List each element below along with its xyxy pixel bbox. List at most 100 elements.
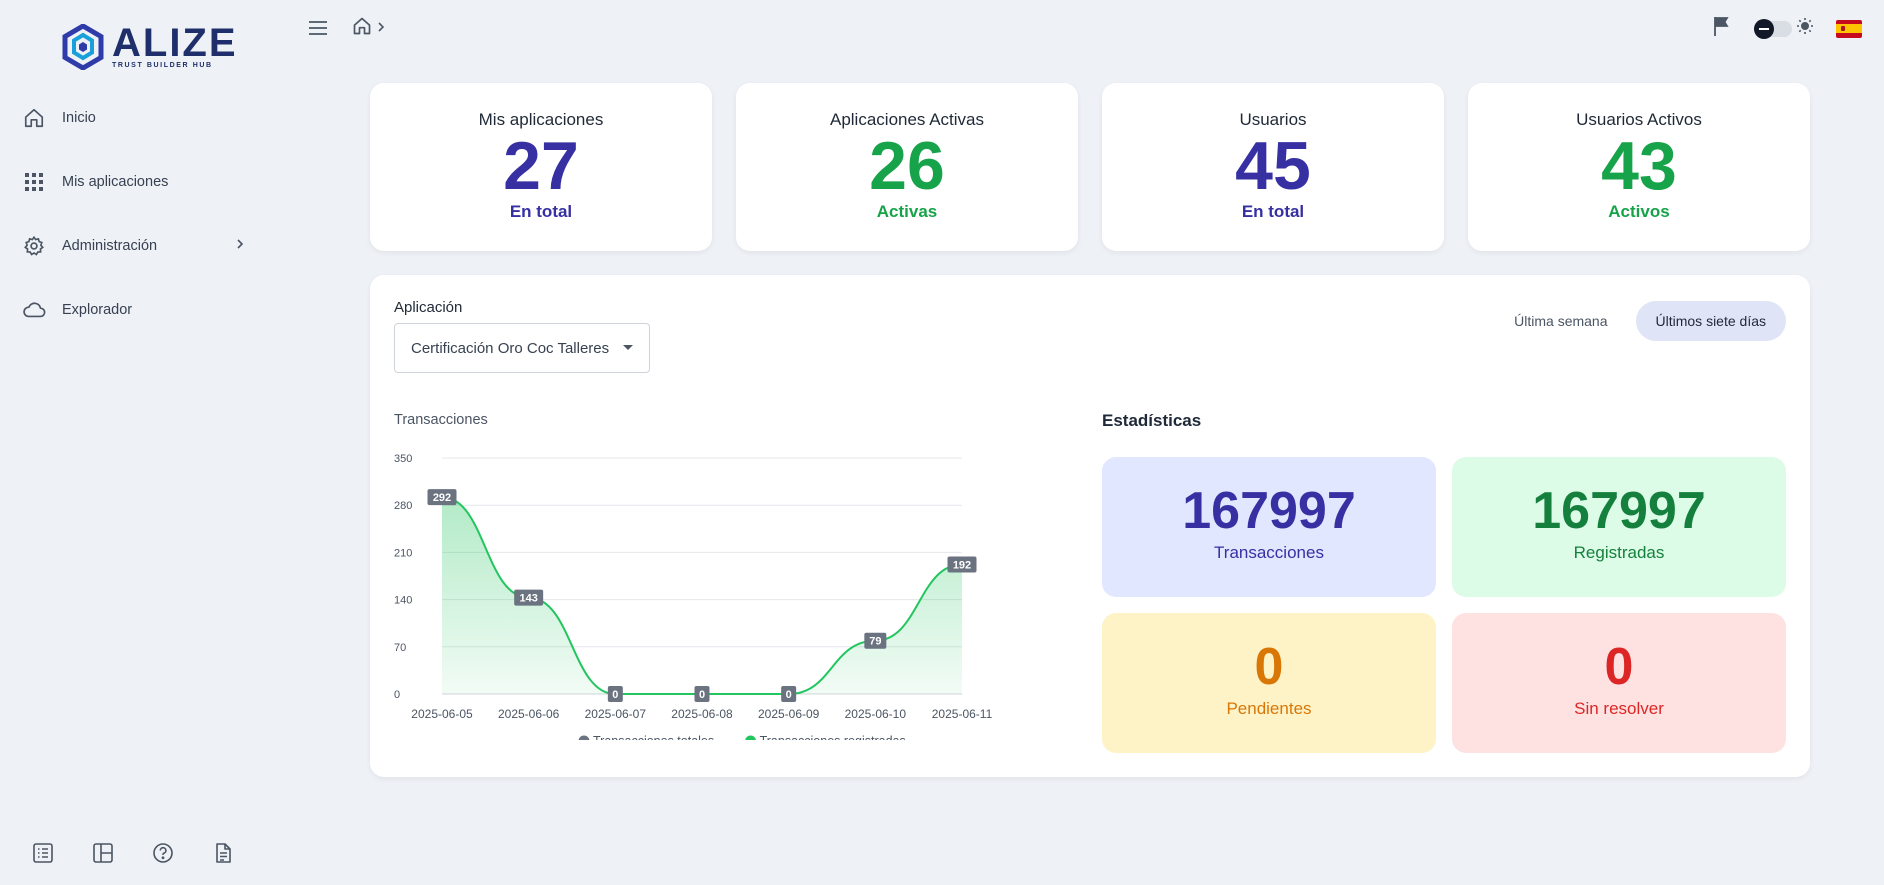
language-flag-es-icon[interactable] <box>1836 19 1862 38</box>
data-label: 0 <box>786 689 792 701</box>
theme-toggle[interactable] <box>1754 17 1814 40</box>
sidebar-item-label: Mis aplicaciones <box>62 174 169 190</box>
document-icon[interactable] <box>212 842 236 866</box>
stat-label: Sin resolver <box>1574 699 1664 718</box>
kpi-card-aplicaciones-activas: Aplicaciones Activas 26 Activas <box>736 83 1078 251</box>
legend-marker <box>578 735 590 740</box>
period-last-week-button[interactable]: Última semana <box>1514 313 1608 329</box>
list-icon[interactable] <box>32 842 56 866</box>
kpi-subtitle: En total <box>509 202 573 221</box>
kpi-cards: Mis aplicaciones 27 En total Aplicacione… <box>370 83 1810 251</box>
data-label: 192 <box>953 560 971 572</box>
period-last-seven-days-button[interactable]: Últimos siete días <box>1635 301 1786 341</box>
kpi-card-mis-aplicaciones: Mis aplicaciones 27 En total <box>370 83 712 251</box>
x-tick-label: 2025-06-08 <box>671 707 733 721</box>
data-label: 292 <box>433 492 451 504</box>
data-label: 0 <box>699 689 705 701</box>
gear-icon <box>22 234 46 258</box>
breadcrumb <box>352 16 386 41</box>
data-label-bg <box>947 556 977 573</box>
help-icon[interactable] <box>152 842 176 866</box>
dark-mode-icon <box>1754 18 1774 39</box>
stats-title: Estadísticas <box>1102 411 1202 430</box>
layout-icon[interactable] <box>92 842 116 866</box>
stat-value: 167997 <box>1532 482 1706 540</box>
logo-tagline: TRUST BUILDER HUB <box>112 62 213 69</box>
series-area-registradas <box>442 497 962 694</box>
kpi-title: Usuarios <box>1239 110 1307 129</box>
kpi-title: Aplicaciones Activas <box>829 110 985 129</box>
logo-hexagon-icon <box>62 24 104 70</box>
y-tick-label: 210 <box>394 547 412 559</box>
x-tick-label: 2025-06-06 <box>498 707 560 721</box>
stat-label: Pendientes <box>1226 699 1312 718</box>
stat-card-pendientes: 0 Pendientes <box>1102 613 1436 753</box>
chart-title: Transacciones <box>394 412 488 428</box>
data-label-bg <box>864 632 887 649</box>
legend-label: Transacciones registradas <box>760 734 906 740</box>
sidebar-footer <box>32 842 236 866</box>
stat-label: Transacciones <box>1214 543 1324 562</box>
sidebar-item-administracion[interactable]: Administración <box>22 231 246 261</box>
home-icon <box>22 106 46 130</box>
data-label-bg <box>607 686 623 702</box>
x-tick-label: 2025-06-11 <box>932 707 993 721</box>
kpi-card-usuarios: Usuarios 45 En total <box>1102 83 1444 251</box>
stat-card-registradas: 167997 Registradas <box>1452 457 1786 597</box>
data-label-bg <box>694 686 710 702</box>
x-tick-label: 2025-06-09 <box>758 707 820 721</box>
legend-label: Transacciones totales <box>593 734 714 740</box>
application-select[interactable]: Certificación Oro Coc Talleres <box>394 323 650 373</box>
kpi-title: Mis aplicaciones <box>478 110 604 129</box>
kpi-value: 43 <box>1601 128 1677 204</box>
data-label-bg <box>427 489 457 506</box>
y-tick-label: 70 <box>394 642 406 654</box>
data-label: 79 <box>869 636 881 648</box>
y-tick-label: 280 <box>394 500 412 512</box>
kpi-subtitle: En total <box>1241 202 1305 221</box>
menu-icon[interactable] <box>306 16 330 40</box>
data-label: 143 <box>519 593 537 605</box>
sidebar-item-label: Inicio <box>62 110 96 126</box>
transactions-panel: Aplicación Certificación Oro Coc Tallere… <box>370 275 1810 777</box>
stat-value: 0 <box>1604 638 1634 696</box>
data-label: 0 <box>612 689 618 701</box>
sidebar-item-label: Explorador <box>62 302 133 318</box>
legend-marker <box>745 735 757 740</box>
sidebar-item-inicio[interactable]: Inicio <box>22 103 246 133</box>
kpi-title: Usuarios Activos <box>1576 110 1702 129</box>
chevron-right-icon <box>376 20 386 38</box>
data-label-bg <box>514 589 544 606</box>
top-actions <box>1712 15 1862 42</box>
sidebar-item-mis-aplicaciones[interactable]: Mis aplicaciones <box>22 167 246 197</box>
kpi-card-usuarios-activos: Usuarios Activos 43 Activos <box>1468 83 1810 251</box>
stats-grid: 167997 Transacciones 167997 Registradas … <box>1102 457 1786 753</box>
cloud-icon <box>22 298 46 322</box>
kpi-subtitle: Activos <box>1608 202 1670 221</box>
x-tick-label: 2025-06-05 <box>411 707 473 721</box>
transactions-chart: 0 70 140 210 280 350 2025-06-05 2025-06-06 2025-… <box>394 453 993 740</box>
flag-icon[interactable] <box>1712 15 1732 42</box>
x-tick-label: 2025-06-10 <box>845 707 907 721</box>
application-select-value: Certificación Oro Coc Talleres <box>411 339 610 357</box>
stat-value: 0 <box>1254 638 1284 696</box>
home-icon[interactable] <box>352 16 372 41</box>
logo[interactable]: ALIZE TRUST BUILDER HUB <box>62 23 238 70</box>
stat-label: Registradas <box>1573 543 1665 562</box>
sidebar: ALIZE TRUST BUILDER HUB Inicio Mis aplic… <box>0 0 270 885</box>
sidebar-item-label: Administración <box>62 238 158 254</box>
stat-value: 167997 <box>1182 482 1356 540</box>
y-tick-label: 350 <box>394 453 412 465</box>
kpi-value: 26 <box>869 128 945 204</box>
stat-card-sin-resolver: 0 Sin resolver <box>1452 613 1786 753</box>
x-tick-label: 2025-06-07 <box>585 707 647 721</box>
y-tick-label: 140 <box>394 595 412 607</box>
application-label: Aplicación <box>394 299 463 316</box>
kpi-subtitle: Activas <box>876 202 938 221</box>
kpi-value: 27 <box>503 128 579 204</box>
kpi-value: 45 <box>1235 128 1311 204</box>
grid-icon <box>22 170 46 194</box>
sun-icon <box>1796 17 1814 40</box>
y-tick-label: 0 <box>394 689 400 701</box>
sidebar-item-explorador[interactable]: Explorador <box>22 295 246 325</box>
